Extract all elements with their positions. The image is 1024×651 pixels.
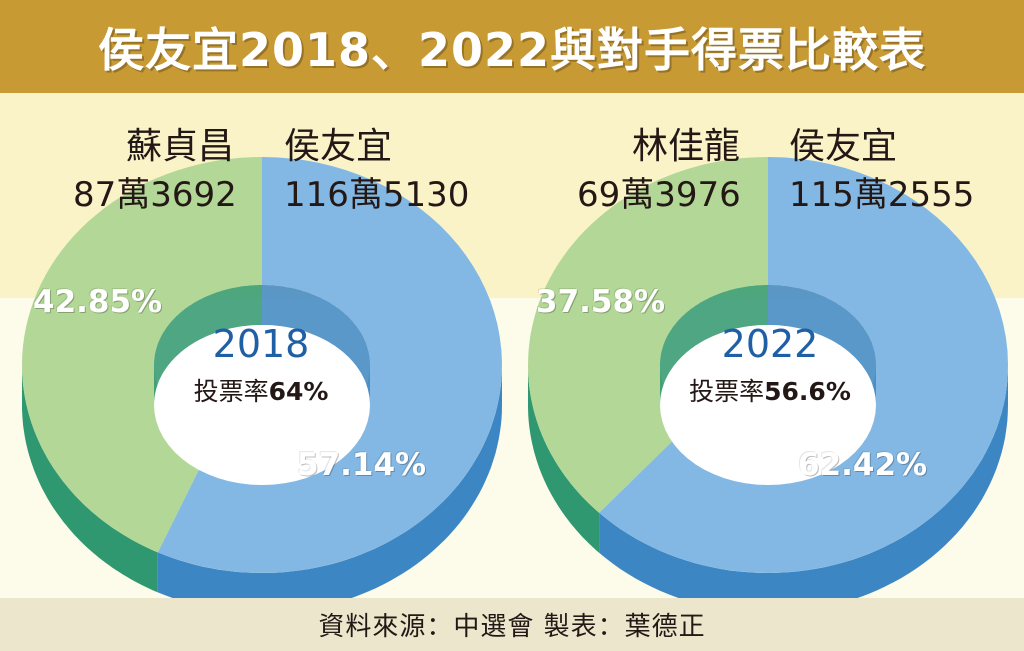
chart2-turnout-value: 56.6% (764, 377, 851, 406)
chart2-opponent-votes: 69萬3976 (577, 175, 741, 215)
chart2-year-label: 2022 (721, 322, 819, 366)
chart2-hou-votes: 115萬2555 (789, 175, 975, 215)
chart1-opponent-name: 蘇貞昌 (126, 126, 235, 167)
source-note: 資料來源：中選會 製表：葉德正 (318, 612, 706, 642)
donut-hole (660, 325, 876, 485)
donut-chart-2022 (528, 157, 1008, 613)
donut-hole (154, 325, 370, 485)
chart1-hou-votes: 116萬5130 (284, 175, 470, 215)
header-bar: 侯友宜2018、2022與對手得票比較表 (0, 0, 1024, 93)
chart-title: 侯友宜2018、2022與對手得票比較表 (97, 22, 927, 77)
chart2-turnout-prefix: 投票率 (689, 377, 765, 406)
chart1-opponent-percent-label: 42.85% (33, 284, 163, 320)
chart1-turnout: 投票率64% (151, 372, 371, 408)
donut-side-蘇貞昌 (22, 365, 158, 593)
chart2-opponent-name: 林佳龍 (632, 126, 741, 167)
footer-bar: 資料來源：中選會 製表：葉德正 (0, 598, 1024, 651)
chart2-turnout: 投票率56.6% (660, 372, 880, 408)
donut-slice-林佳龍 (528, 157, 768, 513)
chart2-hou-percent-label: 62.42% (798, 447, 928, 483)
chart1-hou-percent-label: 57.14% (297, 447, 427, 483)
chart1-hou-name: 侯友宜 (284, 126, 393, 167)
chart1-turnout-prefix: 投票率 (193, 377, 269, 406)
chart1-turnout-value: 64% (268, 377, 329, 406)
donut-inner-wall-侯友宜 (262, 285, 370, 405)
chart2-hou-name: 侯友宜 (789, 126, 898, 167)
donut-inner-wall-蘇貞昌 (154, 285, 262, 405)
chart1-year-label: 2018 (212, 322, 310, 366)
donut-slice-侯友宜 (599, 157, 1008, 573)
donut-side-侯友宜 (599, 365, 1008, 613)
donut-inner-wall-侯友宜 (768, 285, 876, 405)
donut-chart-2018 (22, 157, 503, 613)
donut-side-林佳龍 (528, 365, 600, 553)
donut-inner-wall-林佳龍 (660, 285, 768, 405)
chart1-opponent-votes: 87萬3692 (73, 175, 237, 215)
chart2-opponent-percent-label: 37.58% (536, 284, 666, 320)
donut-side-侯友宜 (157, 365, 503, 613)
